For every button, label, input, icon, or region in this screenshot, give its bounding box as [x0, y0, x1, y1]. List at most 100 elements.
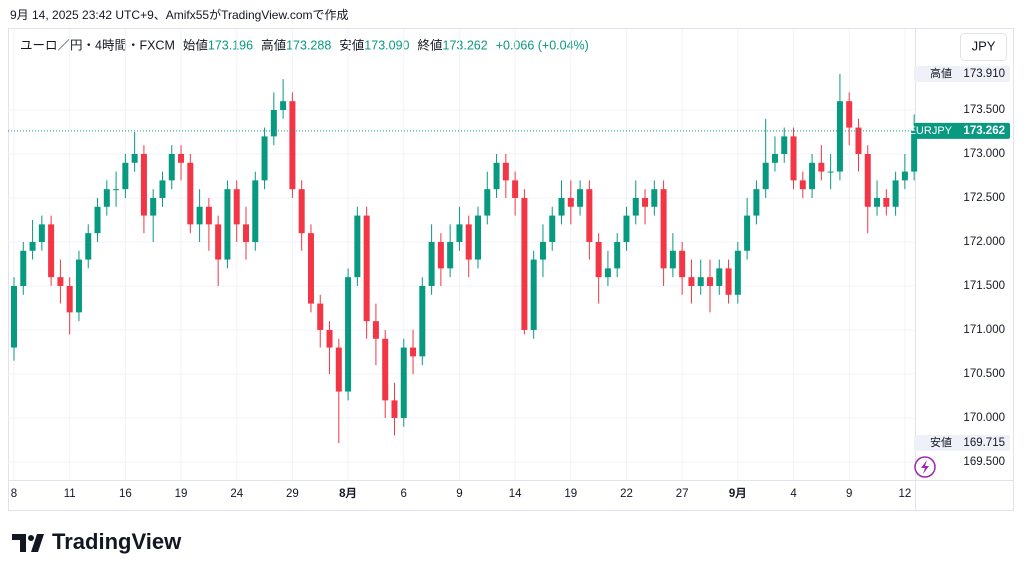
candle-body: [196, 206, 203, 225]
candle-body: [502, 162, 509, 181]
x-tick-label: 8: [11, 488, 17, 500]
candle-body: [586, 189, 593, 242]
candle-body: [493, 162, 500, 190]
candle-body: [233, 189, 240, 225]
y-tick-label: 170.500: [963, 368, 1005, 380]
legend-item-value: 173.262: [443, 38, 488, 52]
alert-icon[interactable]: [914, 456, 936, 478]
candle-body: [530, 259, 537, 330]
candle-body: [614, 241, 621, 269]
candle-body: [419, 285, 426, 357]
candle-body: [549, 215, 556, 242]
candle-body: [771, 153, 778, 163]
caption: 9月 14, 2025 23:42 UTC+9、Amifx55がTradingV…: [10, 7, 349, 22]
candle-body: [836, 101, 843, 172]
candle-body: [140, 153, 147, 216]
candle-body: [781, 136, 788, 154]
candle-body: [521, 197, 528, 330]
x-tick-label: 29: [286, 488, 299, 500]
candle-body: [298, 189, 305, 234]
candle-body: [623, 215, 630, 242]
y-tick-label: 172.000: [963, 236, 1005, 248]
grid: [8, 29, 915, 480]
y-tick-label: 173.500: [963, 104, 1005, 116]
x-tick-label: 4: [790, 488, 797, 500]
legend-item-value: 173.288: [286, 38, 331, 52]
candle-body: [243, 224, 249, 242]
low-marker-name: 安値: [930, 435, 952, 449]
x-tick-label: 9: [456, 488, 462, 500]
candle-body: [512, 180, 519, 198]
candle-body: [391, 400, 398, 418]
candle-body: [335, 347, 342, 392]
y-tick-label: 169.500: [963, 456, 1005, 468]
candle-body: [29, 241, 36, 251]
candle-body: [270, 109, 277, 137]
x-tick-label: 8月: [339, 487, 357, 500]
x-tick-label: 27: [676, 488, 689, 500]
candle-body: [224, 189, 231, 260]
currency-button-label[interactable]: JPY: [972, 38, 996, 53]
x-tick-label: 11: [64, 488, 76, 500]
last-price-name: EURJPY: [909, 125, 953, 137]
candle-body: [261, 136, 268, 181]
x-tick-label: 6: [401, 488, 407, 500]
high-marker-value: 173.910: [963, 68, 1005, 80]
candle-body: [883, 197, 890, 207]
x-tick-label: 22: [620, 488, 633, 500]
candle-body: [178, 153, 185, 163]
candle-body: [790, 136, 797, 181]
candle-body: [326, 329, 333, 348]
candle-body: [632, 197, 639, 216]
x-tick-label: 19: [564, 488, 577, 500]
candle-body: [484, 189, 491, 216]
legend-symbol: ユーロ／円・4時間・FXCM: [20, 38, 175, 52]
last-price-box: [914, 122, 1010, 139]
y-tick-label: 170.000: [963, 412, 1005, 424]
candle-body: [48, 224, 55, 278]
brand: TradingView: [12, 529, 182, 554]
candle-body: [317, 303, 324, 330]
candle-body: [799, 180, 806, 190]
candle-body: [762, 162, 769, 190]
candle-body: [215, 224, 222, 260]
high-marker-name: 高値: [930, 66, 952, 80]
candle-body: [567, 197, 574, 207]
y-tick-label: 171.000: [963, 324, 1005, 336]
y-tick-label: 173.000: [963, 148, 1005, 160]
candle-body: [707, 277, 713, 286]
candle-body: [539, 241, 546, 260]
currency-button-box[interactable]: [960, 33, 1007, 61]
candle-body: [345, 277, 352, 392]
x-tick-label: 24: [230, 488, 243, 500]
candle-body: [57, 277, 64, 286]
candle-body: [809, 162, 816, 190]
candle-body: [818, 162, 825, 172]
candle-body: [753, 189, 760, 216]
candle-body: [307, 233, 314, 304]
candle-body: [716, 268, 723, 286]
candle-body: [846, 101, 853, 128]
brand-logo: [12, 534, 44, 552]
x-tick-label: 9: [846, 488, 852, 500]
candle-body: [697, 277, 704, 286]
x-tick-label: 16: [119, 488, 132, 500]
candle-body: [660, 189, 667, 269]
x-tick-label: 9月: [729, 487, 747, 500]
legend-item-label: 始値: [183, 37, 208, 52]
candle-body: [827, 171, 834, 173]
currency-button[interactable]: JPY: [960, 33, 1007, 61]
candle-body: [122, 162, 129, 190]
candle-body: [354, 215, 361, 278]
candle-body: [669, 250, 676, 269]
candle-body: [410, 347, 417, 357]
legend-item-label: 終値: [417, 37, 442, 52]
last-price-value: 173.262: [963, 125, 1005, 137]
candle-body: [150, 197, 157, 216]
candle-body: [911, 130, 918, 172]
candle-body: [874, 197, 881, 207]
low-marker-value: 169.715: [963, 437, 1005, 449]
alert-bolt[interactable]: [921, 460, 929, 474]
